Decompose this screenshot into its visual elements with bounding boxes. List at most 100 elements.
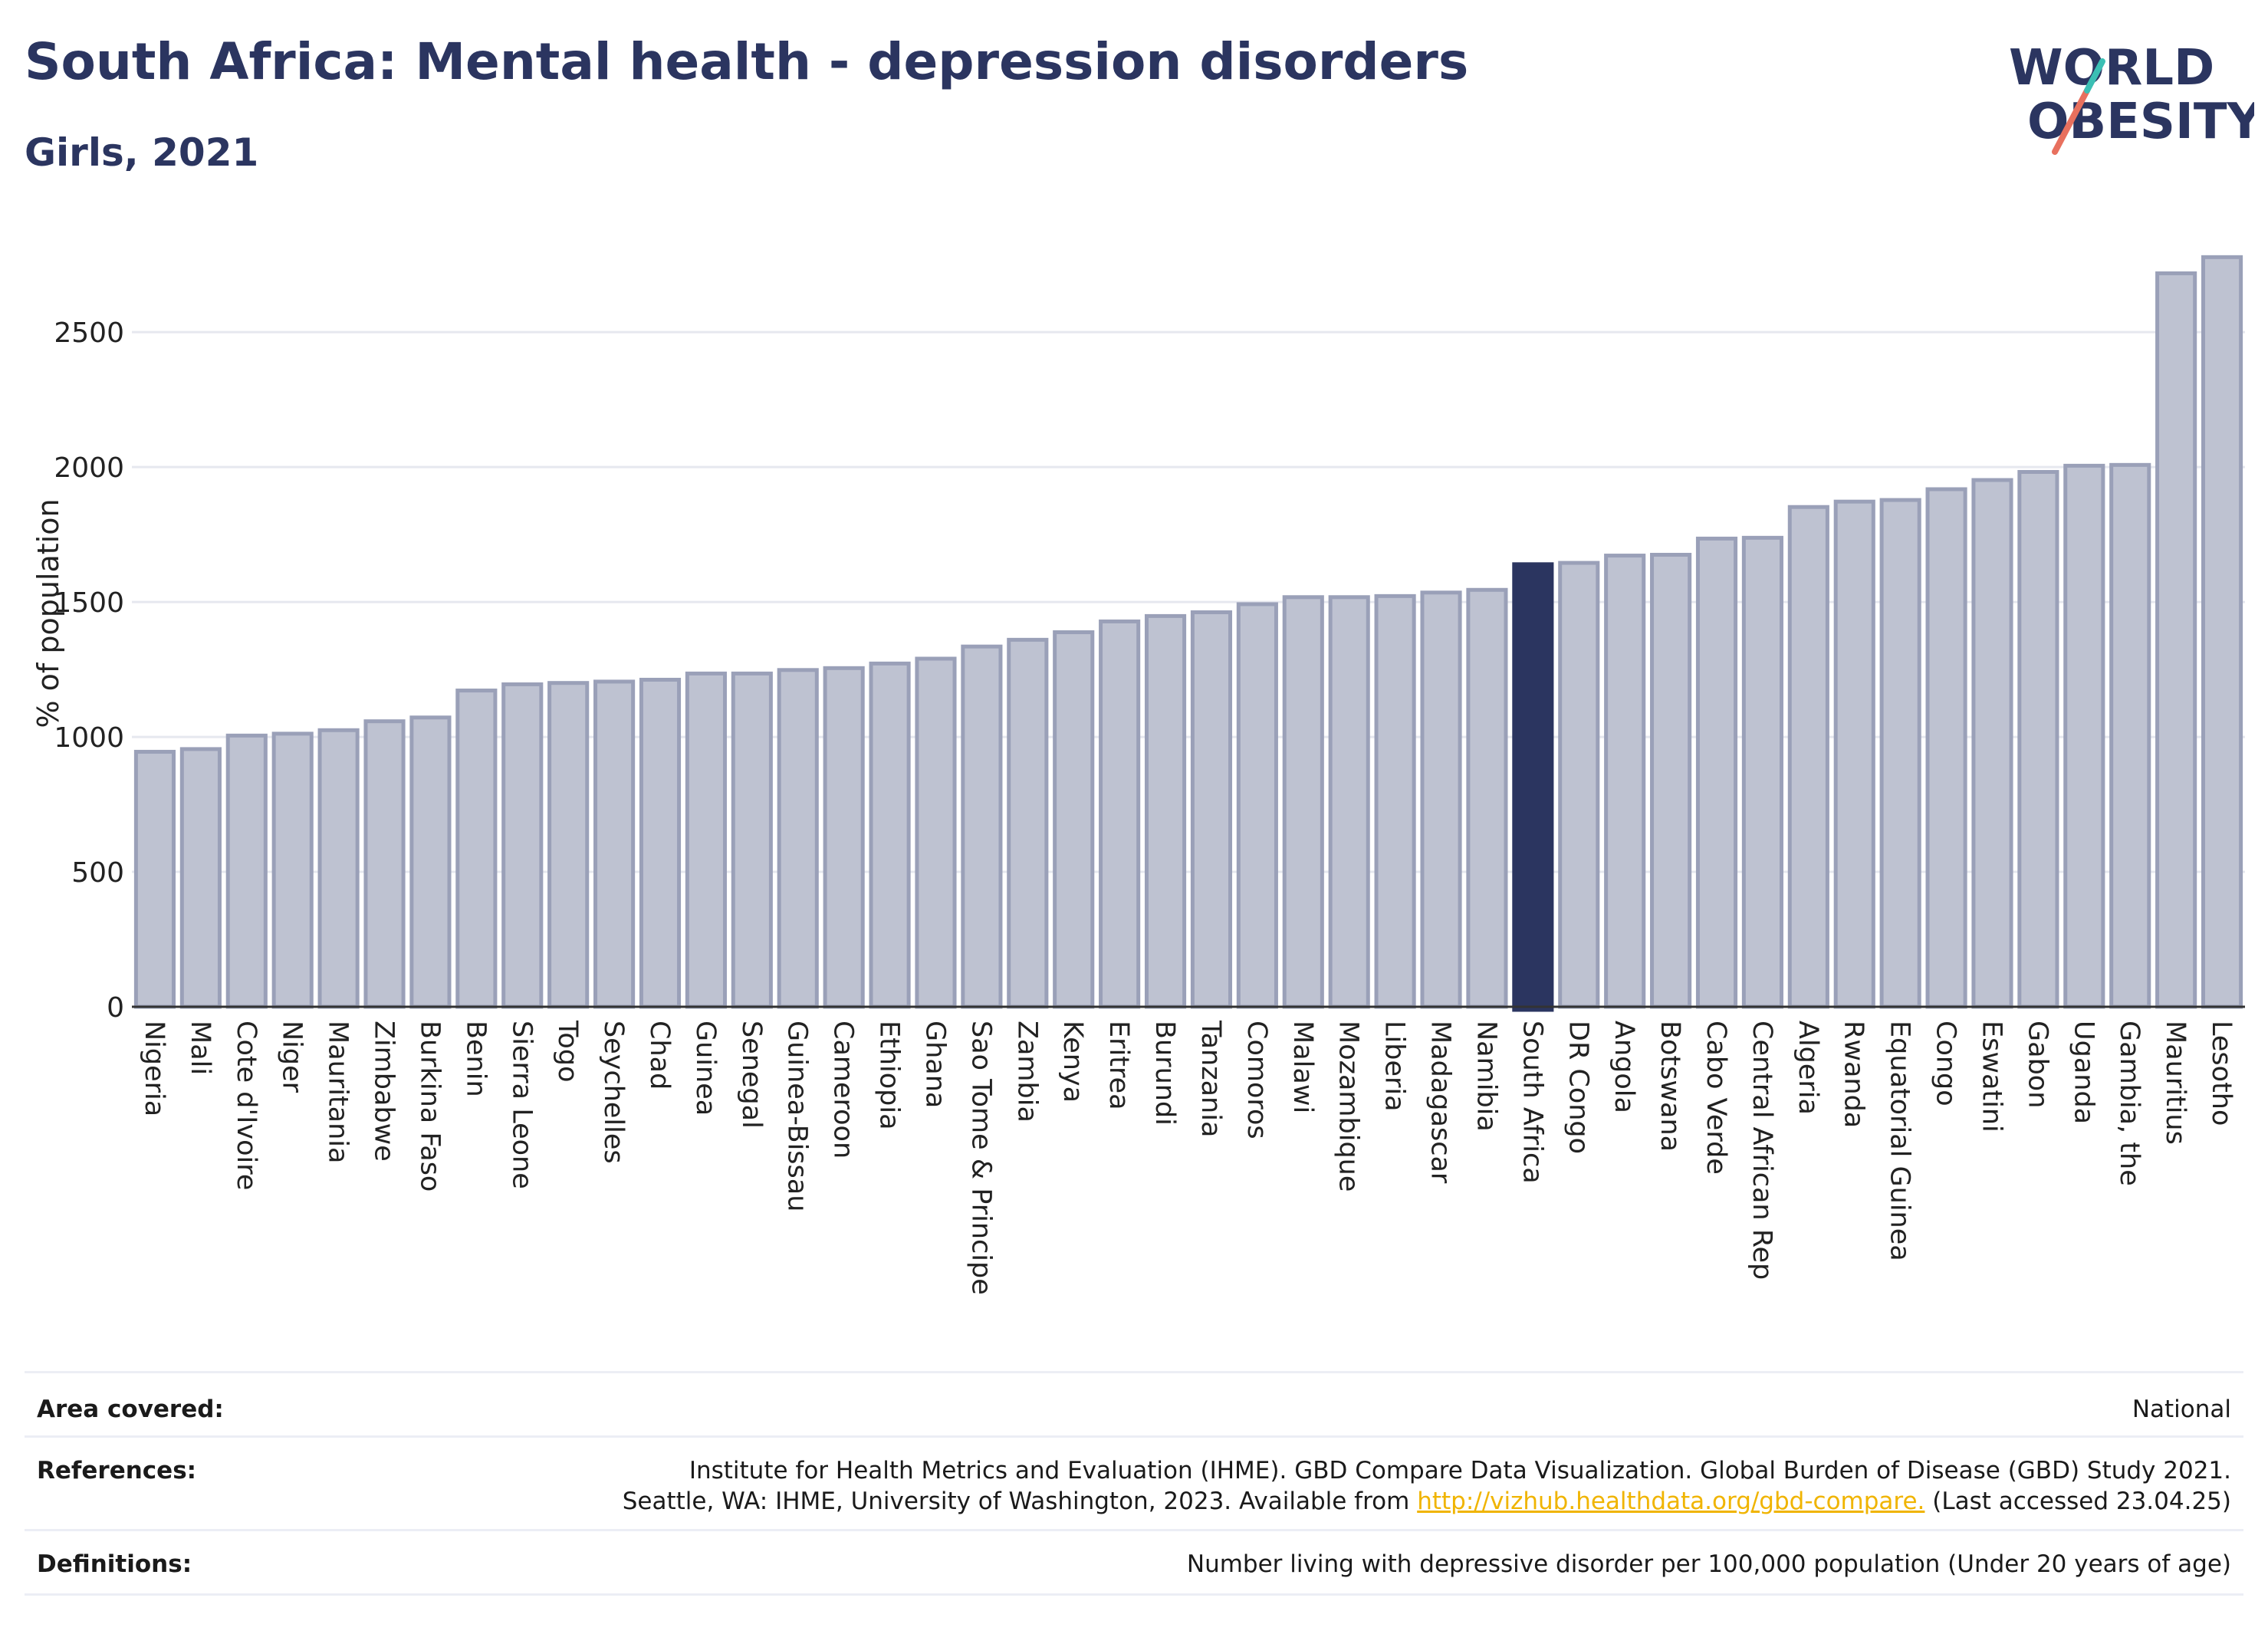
- bar: [1787, 505, 1829, 1009]
- area-covered-value: National: [2132, 1396, 2231, 1423]
- bar: [777, 668, 819, 1009]
- x-tick-label: Senegal: [736, 1021, 767, 1129]
- x-tick-label: DR Congo: [1563, 1021, 1593, 1154]
- x-tick-label: Burkina Faso: [414, 1021, 445, 1192]
- x-tick-label: Mozambique: [1333, 1021, 1364, 1192]
- bar: [1512, 562, 1554, 1012]
- references-line-2-suffix: (Last accessed 23.04.25): [1932, 1488, 2231, 1515]
- x-tick-label: Uganda: [2068, 1021, 2099, 1124]
- x-tick-label: Mali: [185, 1021, 215, 1075]
- bar: [961, 644, 1003, 1009]
- x-tick-label: Chad: [644, 1021, 675, 1090]
- references-line-2-prefix: Seattle, WA: IHME, University of Washing…: [622, 1488, 1410, 1515]
- x-tick-label: Liberia: [1379, 1021, 1410, 1112]
- x-tick-label: Malawi: [1287, 1021, 1318, 1113]
- bar: [1879, 498, 1921, 1009]
- logo-word-world: WORLD: [2009, 40, 2214, 97]
- bar-chart: 0 500 1000 1500 2000 2500 Nigeria Mali Cote d'I…: [31, 255, 2245, 1295]
- bar: [225, 733, 268, 1009]
- bar: [2109, 462, 2151, 1009]
- bar: [1236, 602, 1278, 1009]
- x-tick-label: Kenya: [1057, 1021, 1088, 1103]
- chart-subtitle: Girls, 2021: [25, 130, 259, 175]
- y-axis-label: % of population: [31, 498, 65, 728]
- x-tick-label: Tanzania: [1195, 1020, 1226, 1137]
- bar: [1144, 613, 1187, 1009]
- bar: [455, 689, 498, 1009]
- bar: [1328, 595, 1370, 1009]
- bar: [1374, 593, 1416, 1009]
- x-tick-label: Burundi: [1149, 1021, 1180, 1126]
- x-tick-label: Cameroon: [828, 1021, 859, 1159]
- x-tick-label: Cabo Verde: [1701, 1021, 1731, 1175]
- bar: [1053, 630, 1095, 1009]
- bar: [179, 747, 222, 1009]
- bar: [1282, 595, 1324, 1009]
- bar: [2063, 463, 2105, 1009]
- x-tick-label: Eswatini: [1976, 1021, 2007, 1133]
- x-tick-label: Nigeria: [139, 1021, 169, 1116]
- x-tick-label: Mauritania: [323, 1021, 353, 1163]
- logo-slash-coral: [2052, 87, 2090, 155]
- x-tick-label: Congo: [1931, 1021, 1961, 1106]
- x-tick-label: Zimbabwe: [369, 1021, 399, 1162]
- bar: [1695, 536, 1738, 1009]
- bar: [317, 728, 360, 1009]
- bar: [639, 677, 682, 1009]
- x-tick-label: Botswana: [1655, 1021, 1685, 1152]
- bar: [363, 719, 406, 1009]
- bars: [132, 255, 2245, 1012]
- x-tick-label: Togo: [552, 1020, 583, 1082]
- definitions-label: Definitions:: [37, 1550, 192, 1578]
- bar: [501, 682, 544, 1009]
- bar: [2201, 255, 2243, 1009]
- references-label: References:: [37, 1457, 197, 1484]
- y-tick-label: 1000: [54, 722, 124, 754]
- bar: [593, 679, 636, 1009]
- bar: [271, 732, 314, 1009]
- x-tick-label: Equatorial Guinea: [1885, 1021, 1915, 1261]
- x-tick-label: Cote d'Ivoire: [231, 1021, 261, 1190]
- y-tick-label: 2500: [54, 317, 124, 349]
- y-tick-label: 500: [71, 857, 124, 889]
- x-tick-label: Gambia, the: [2114, 1021, 2145, 1186]
- bar: [1971, 478, 2013, 1009]
- bar: [2155, 271, 2197, 1009]
- x-tick-label: Algeria: [1793, 1021, 1823, 1115]
- footer-divider: [25, 1593, 2243, 1596]
- world-obesity-logo: WORLD OBESITY: [1994, 31, 2263, 169]
- x-tick-label: Ethiopia: [874, 1021, 905, 1130]
- x-tick-label: Zambia: [1011, 1021, 1042, 1123]
- footer-divider: [25, 1371, 2243, 1373]
- bar: [1420, 590, 1462, 1009]
- x-tick-label: Namibia: [1471, 1021, 1501, 1132]
- y-tick-label: 0: [107, 992, 124, 1024]
- bar: [869, 661, 911, 1009]
- x-tick-label: Madagascar: [1425, 1021, 1456, 1184]
- y-tick-label: 1500: [54, 587, 124, 619]
- chart-title: South Africa: Mental health - depression…: [25, 32, 1469, 91]
- logo-graphic: WORLD OBESITY: [2009, 40, 2263, 155]
- logo-slash-teal: [2084, 58, 2105, 94]
- logo-word-obesity: OBESITY: [2027, 94, 2254, 150]
- x-tick-label: Central African Rep: [1747, 1021, 1777, 1280]
- references-link[interactable]: http://vizhub.healthdata.org/gbd-compare…: [1417, 1488, 1925, 1515]
- bar: [409, 715, 452, 1009]
- bar: [1190, 610, 1233, 1009]
- definitions-value: Number living with depressive disorder p…: [1186, 1550, 2231, 1578]
- bar: [1007, 637, 1049, 1009]
- x-tick-label: Rwanda: [1839, 1021, 1869, 1128]
- bar: [1558, 561, 1600, 1009]
- x-tick-label: Niger: [277, 1021, 307, 1093]
- x-tick-label: Comoros: [1241, 1021, 1272, 1139]
- bar: [133, 749, 176, 1009]
- area-covered-label: Area covered:: [37, 1396, 224, 1423]
- bar: [1925, 487, 1967, 1009]
- bar: [823, 666, 865, 1009]
- bar: [1466, 587, 1508, 1009]
- x-tick-label: Lesotho: [2206, 1021, 2237, 1126]
- x-tick-label: Guinea: [690, 1021, 721, 1116]
- x-tick-label: Sierra Leone: [506, 1021, 537, 1189]
- x-tick-label: Benin: [460, 1021, 491, 1097]
- bar: [1099, 619, 1141, 1009]
